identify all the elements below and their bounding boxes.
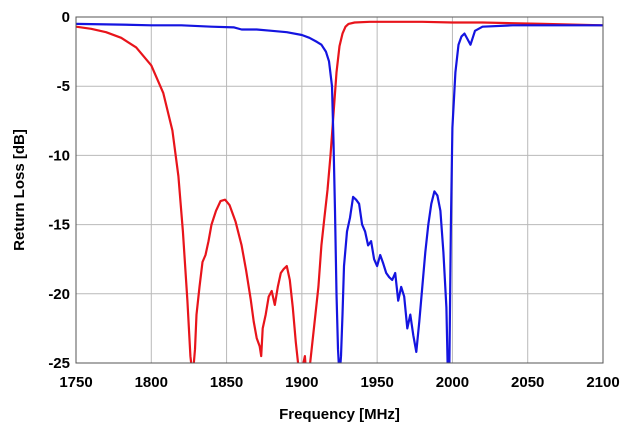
x-tick-label: 2000: [436, 374, 469, 391]
y-tick-label: -25: [48, 355, 70, 372]
x-tick-label: 1800: [135, 374, 168, 391]
x-axis-tick-labels: 1750 1800 1850 1900 1950 2000 2050 2100: [59, 374, 619, 391]
series-layer: [76, 20, 603, 363]
series-line-blue: [76, 22, 603, 363]
y-tick-label: -20: [48, 286, 70, 303]
y-tick-label: -15: [48, 217, 70, 234]
x-tick-label: 1900: [285, 374, 318, 391]
series-line-red: [76, 20, 603, 363]
grid: [75, 16, 604, 364]
y-tick-label: -5: [57, 78, 70, 95]
y-axis-tick-labels: 0 -5 -10 -15 -20 -25: [48, 9, 70, 372]
x-tick-label: 2100: [586, 374, 619, 391]
x-tick-label: 1750: [59, 374, 92, 391]
y-tick-label: 0: [62, 9, 70, 26]
x-tick-label: 1850: [210, 374, 243, 391]
x-axis-title: Frequency [MHz]: [279, 406, 400, 423]
y-tick-label: -10: [48, 147, 70, 164]
y-axis-title: Return Loss [dB]: [11, 129, 28, 251]
plot-area: [75, 16, 604, 364]
x-tick-label: 1950: [360, 374, 393, 391]
x-tick-label: 2050: [511, 374, 544, 391]
